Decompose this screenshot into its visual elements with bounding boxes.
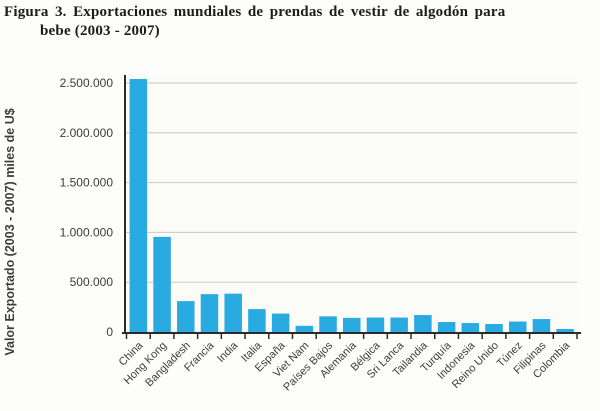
y-tick-label-500.000: 500.000	[70, 275, 114, 289]
bar-alemania	[343, 317, 361, 332]
bar-hong-kong	[153, 236, 171, 332]
y-tick-label-1.500.000: 1.500.000	[60, 176, 114, 190]
bar-sri-lanca	[390, 317, 408, 332]
bar-colombia	[556, 329, 574, 332]
bar-francia	[200, 294, 219, 332]
y-tick-label-2.500.000: 2.500.000	[60, 76, 114, 90]
bar-espana	[271, 313, 290, 332]
bar-italia	[248, 309, 266, 332]
x-category-label-india: India	[215, 339, 241, 365]
bar-tunez	[508, 321, 527, 332]
plot-area	[125, 75, 577, 332]
bar-reino-unido	[485, 324, 503, 332]
bar-bangladesh	[177, 301, 195, 332]
bar-tailandia	[414, 315, 432, 332]
bar-filipinas	[532, 319, 551, 332]
figure-caption-line-2: bebe (2003 - 2007)	[40, 23, 160, 39]
bar-indonesia	[461, 323, 480, 332]
bar-india	[224, 293, 242, 332]
bar-viet-nam	[295, 325, 314, 332]
y-tick-label-2.000.000: 2.000.000	[60, 126, 114, 140]
figure-caption-line-1: Figura 3. Exportaciones mundiales de pre…	[4, 4, 506, 20]
bar-china	[129, 79, 148, 333]
y-tick-label-0: 0	[106, 325, 113, 339]
bar-turquia	[437, 322, 456, 332]
y-tick-label-1.000.000: 1.000.000	[60, 225, 114, 239]
figure-caption: Figura 3. Exportaciones mundiales de pre…	[4, 3, 597, 41]
y-axis-title: Valor Exportado (2003 - 2007) miles de U…	[3, 108, 17, 355]
bar-paises-bajos	[319, 316, 337, 332]
bar-belgica	[366, 317, 385, 332]
